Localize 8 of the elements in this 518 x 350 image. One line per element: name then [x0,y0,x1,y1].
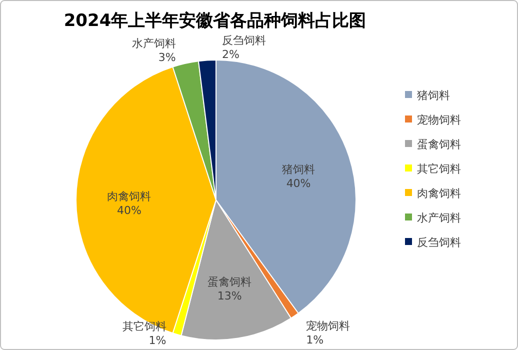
chart-title: 2024年上半年安徽省各品种饲料占比图 [64,11,366,31]
legend-label: 反刍饲料 [417,236,461,249]
legend-label: 蛋禽饲料 [417,138,461,151]
legend-label: 水产饲料 [417,212,461,224]
legend-label: 肉禽饲料 [417,187,461,200]
legend-label: 其它饲料 [417,162,461,176]
legend-label: 宠物饲料 [417,114,461,126]
legend-label: 猪饲料 [417,89,450,102]
